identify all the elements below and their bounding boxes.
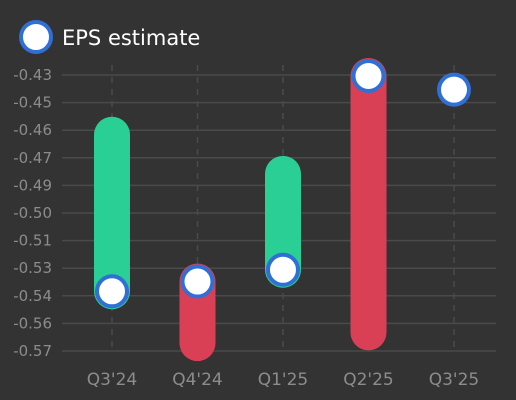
- y-tick-label: -0.49: [13, 176, 52, 194]
- x-tick-label: Q3'25: [429, 370, 480, 390]
- x-tick-label: Q4'24: [172, 370, 223, 390]
- y-tick-label: -0.43: [13, 66, 52, 84]
- eps-estimate-marker[interactable]: [351, 58, 386, 93]
- y-tick-label: -0.50: [13, 204, 52, 222]
- y-tick-label: -0.47: [13, 149, 52, 167]
- eps-estimate-marker[interactable]: [266, 252, 300, 287]
- eps-estimate-marker[interactable]: [95, 274, 129, 309]
- eps-estimate-marker[interactable]: [437, 72, 471, 107]
- x-tick-label: Q2'25: [343, 370, 394, 390]
- y-tick-label: -0.57: [13, 342, 52, 360]
- legend[interactable]: EPS estimate: [19, 20, 200, 54]
- eps-markers: [95, 58, 471, 309]
- x-axis-ticks: Q3'24 Q4'24 Q1'25 Q2'25 Q3'25: [87, 370, 480, 390]
- y-axis-ticks: -0.43 -0.45 -0.46 -0.47 -0.49 -0.50 -0.51 -0.53…: [13, 66, 52, 360]
- x-tick-label: Q3'24: [87, 370, 138, 390]
- eps-estimate-marker[interactable]: [180, 264, 215, 299]
- legend-label: EPS estimate: [62, 26, 200, 50]
- x-tick-label: Q1'25: [258, 370, 309, 390]
- y-tick-label: -0.45: [13, 94, 52, 112]
- range-bars: [94, 57, 387, 362]
- y-tick-label: -0.53: [13, 259, 52, 277]
- legend-marker-icon: [19, 20, 53, 54]
- y-tick-label: -0.54: [13, 287, 52, 305]
- y-tick-label: -0.46: [13, 121, 52, 139]
- y-tick-label: -0.51: [13, 232, 52, 250]
- y-tick-label: -0.56: [13, 314, 52, 332]
